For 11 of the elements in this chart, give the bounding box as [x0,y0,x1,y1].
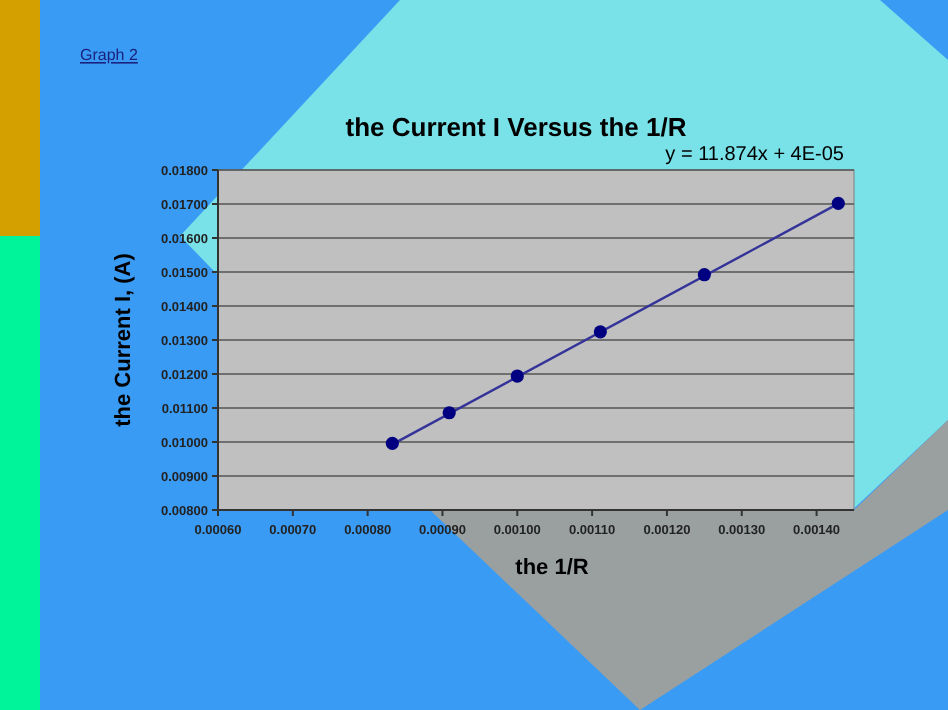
text: y = 11.874x + 4E-05 [665,144,845,166]
point [385,436,399,450]
point [593,325,607,339]
point [831,196,845,210]
chart-title: the Current I Versus the 1/R [345,112,688,142]
point [510,369,524,383]
point [442,406,456,420]
caption: Graph 2 [80,46,139,64]
point [697,268,711,282]
y-axis-title: the Current I, (A) [112,252,136,427]
x-axis-title: the 1/R [515,556,589,580]
